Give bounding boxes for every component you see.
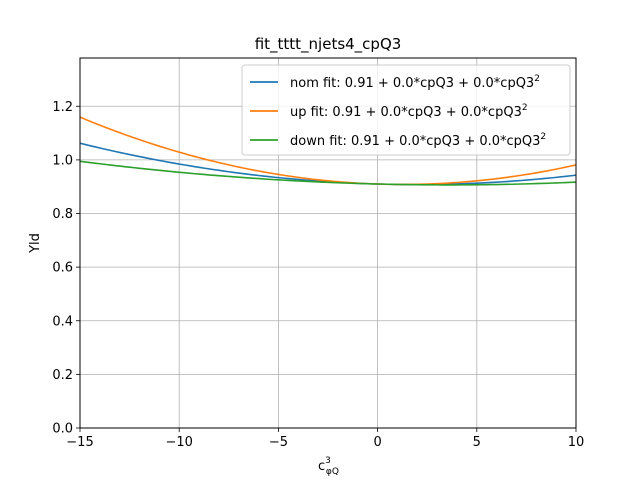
plot-frame xyxy=(79,57,577,429)
axis-ticks: −15 −10 −5 0 5 10 0.0 0.2 0.4 0.6 0.8 1.0 1.2 xyxy=(52,100,584,450)
y-tick-label: 0.0 xyxy=(52,422,73,437)
y-tick-label: 0.8 xyxy=(52,207,73,222)
x-tick-label: −10 xyxy=(165,435,192,450)
chart-title: fit_tttt_njets4_cpQ3 xyxy=(255,35,402,54)
y-tick-label: 1.0 xyxy=(52,153,73,168)
x-tick-label: 10 xyxy=(568,435,585,450)
x-tick-label: 5 xyxy=(473,435,481,450)
x-axis-label-base: c xyxy=(318,459,325,474)
legend-label-sup: 2 xyxy=(534,74,540,84)
legend-label: down fit: 0.91 + 0.0*cpQ3 + 0.0*cpQ32 xyxy=(290,132,546,149)
legend-label-text: down fit: 0.91 + 0.0*cpQ3 + 0.0*cpQ3 xyxy=(290,134,540,149)
y-tick-label: 0.2 xyxy=(52,368,73,383)
legend-label: up fit: 0.91 + 0.0*cpQ3 + 0.0*cpQ32 xyxy=(290,103,528,120)
x-axis-label-sup: 3 xyxy=(325,456,331,466)
series-line xyxy=(79,116,577,186)
y-tick-label: 1.2 xyxy=(52,100,73,115)
legend-box xyxy=(241,64,571,156)
y-axis-label: Yld xyxy=(28,233,43,254)
x-axis-label-sub: φQ xyxy=(326,467,339,477)
series-lines xyxy=(79,116,577,186)
x-axis-label: c3 φQ xyxy=(318,456,339,477)
y-tick-label: 0.6 xyxy=(52,261,73,276)
legend-label-sup: 2 xyxy=(540,132,546,142)
legend-label-sup: 2 xyxy=(522,103,528,113)
x-tick-label: −15 xyxy=(66,435,93,450)
series-line xyxy=(79,160,577,186)
x-tick-label: −5 xyxy=(269,435,288,450)
legend-label-text: up fit: 0.91 + 0.0*cpQ3 + 0.0*cpQ3 xyxy=(290,105,522,120)
legend-label-text: nom fit: 0.91 + 0.0*cpQ3 + 0.0*cpQ3 xyxy=(290,76,534,91)
legend-label: nom fit: 0.91 + 0.0*cpQ3 + 0.0*cpQ32 xyxy=(290,74,540,91)
y-tick-label: 0.4 xyxy=(52,314,73,329)
x-tick-label: 0 xyxy=(373,435,381,450)
